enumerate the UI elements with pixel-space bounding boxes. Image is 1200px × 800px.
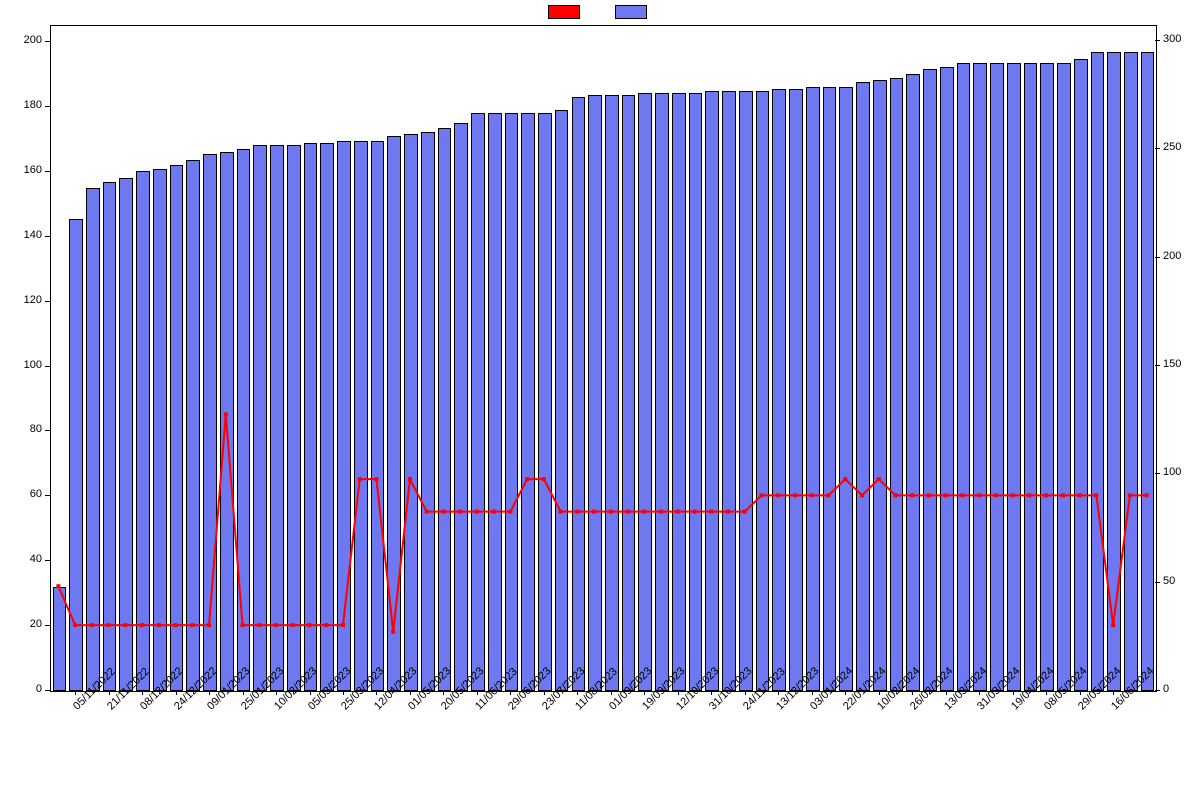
bar (387, 136, 401, 691)
bar (1107, 52, 1121, 691)
bar (1091, 52, 1105, 691)
legend-item-bar (615, 5, 652, 19)
bar (957, 63, 971, 691)
bar (454, 123, 468, 691)
bar (555, 110, 569, 691)
bar (421, 132, 435, 691)
bar (823, 87, 837, 691)
bar (471, 113, 485, 691)
bar (119, 178, 133, 691)
bar (990, 63, 1004, 691)
bar (856, 82, 870, 691)
chart-legend (548, 5, 652, 19)
legend-swatch-line (548, 5, 580, 19)
legend-item-line (548, 5, 585, 19)
bar (655, 93, 669, 691)
bar (672, 93, 686, 691)
bar (220, 152, 234, 691)
bar (923, 69, 937, 691)
y-right-tick-label: 200 (1163, 250, 1181, 262)
legend-swatch-bar (615, 5, 647, 19)
bar (772, 89, 786, 691)
bar (287, 145, 301, 691)
bar (973, 63, 987, 691)
bar (1074, 59, 1088, 692)
y-left-tick-label: 60 (0, 488, 42, 500)
bar (1040, 63, 1054, 691)
y-right-tick-label: 300 (1163, 33, 1181, 45)
y-left-tick-label: 200 (0, 34, 42, 46)
bar (940, 67, 954, 691)
bar (253, 145, 267, 691)
y-left-tick-label: 140 (0, 229, 42, 241)
bar (839, 87, 853, 691)
bar (86, 188, 100, 691)
bar (304, 143, 318, 691)
bar (873, 80, 887, 691)
bar (186, 160, 200, 691)
bar (488, 113, 502, 691)
y-right-tick-label: 250 (1163, 141, 1181, 153)
bar (203, 154, 217, 691)
bar (505, 113, 519, 691)
bar (521, 113, 535, 691)
y-left-tick-label: 20 (0, 618, 42, 630)
bar (69, 219, 83, 691)
bar (354, 141, 368, 691)
bar (689, 93, 703, 691)
bar (237, 149, 251, 691)
bar (170, 165, 184, 691)
y-left-tick-label: 100 (0, 359, 42, 371)
y-right-tick-label: 100 (1163, 466, 1181, 478)
bar (320, 143, 334, 691)
bar (337, 141, 351, 691)
bar (756, 91, 770, 691)
bar (789, 89, 803, 691)
bar (806, 87, 820, 691)
bar (1007, 63, 1021, 691)
bar (722, 91, 736, 691)
chart-container: 0 20 40 60 80 100 120 140 160 180 200 0 50 100 150 200 2… (0, 0, 1200, 800)
bar (371, 141, 385, 691)
bar (1024, 63, 1038, 691)
y-right-tick-label: 0 (1163, 683, 1169, 695)
bar (605, 95, 619, 691)
bar (739, 91, 753, 691)
y-right-tick-label: 150 (1163, 358, 1181, 370)
bar (705, 91, 719, 691)
bar (572, 97, 586, 691)
bar (622, 95, 636, 691)
bar (638, 93, 652, 691)
y-left-tick-label: 80 (0, 423, 42, 435)
bar (1057, 63, 1071, 691)
bar (906, 74, 920, 691)
bar (1141, 52, 1155, 691)
y-left-tick-label: 160 (0, 164, 42, 176)
bar (538, 113, 552, 691)
bar (53, 587, 67, 691)
y-left-tick-label: 180 (0, 99, 42, 111)
y-left-tick-label: 40 (0, 553, 42, 565)
y-left-tick-label: 0 (0, 683, 42, 695)
bar (153, 169, 167, 691)
bar (1124, 52, 1138, 691)
bar (270, 145, 284, 691)
bar (404, 134, 418, 691)
bar (588, 95, 602, 691)
bar (890, 78, 904, 691)
plot-area (50, 25, 1157, 692)
bar (103, 182, 117, 691)
bar (136, 171, 150, 691)
y-left-tick-label: 120 (0, 294, 42, 306)
y-right-tick-label: 50 (1163, 575, 1175, 587)
bar (438, 128, 452, 691)
